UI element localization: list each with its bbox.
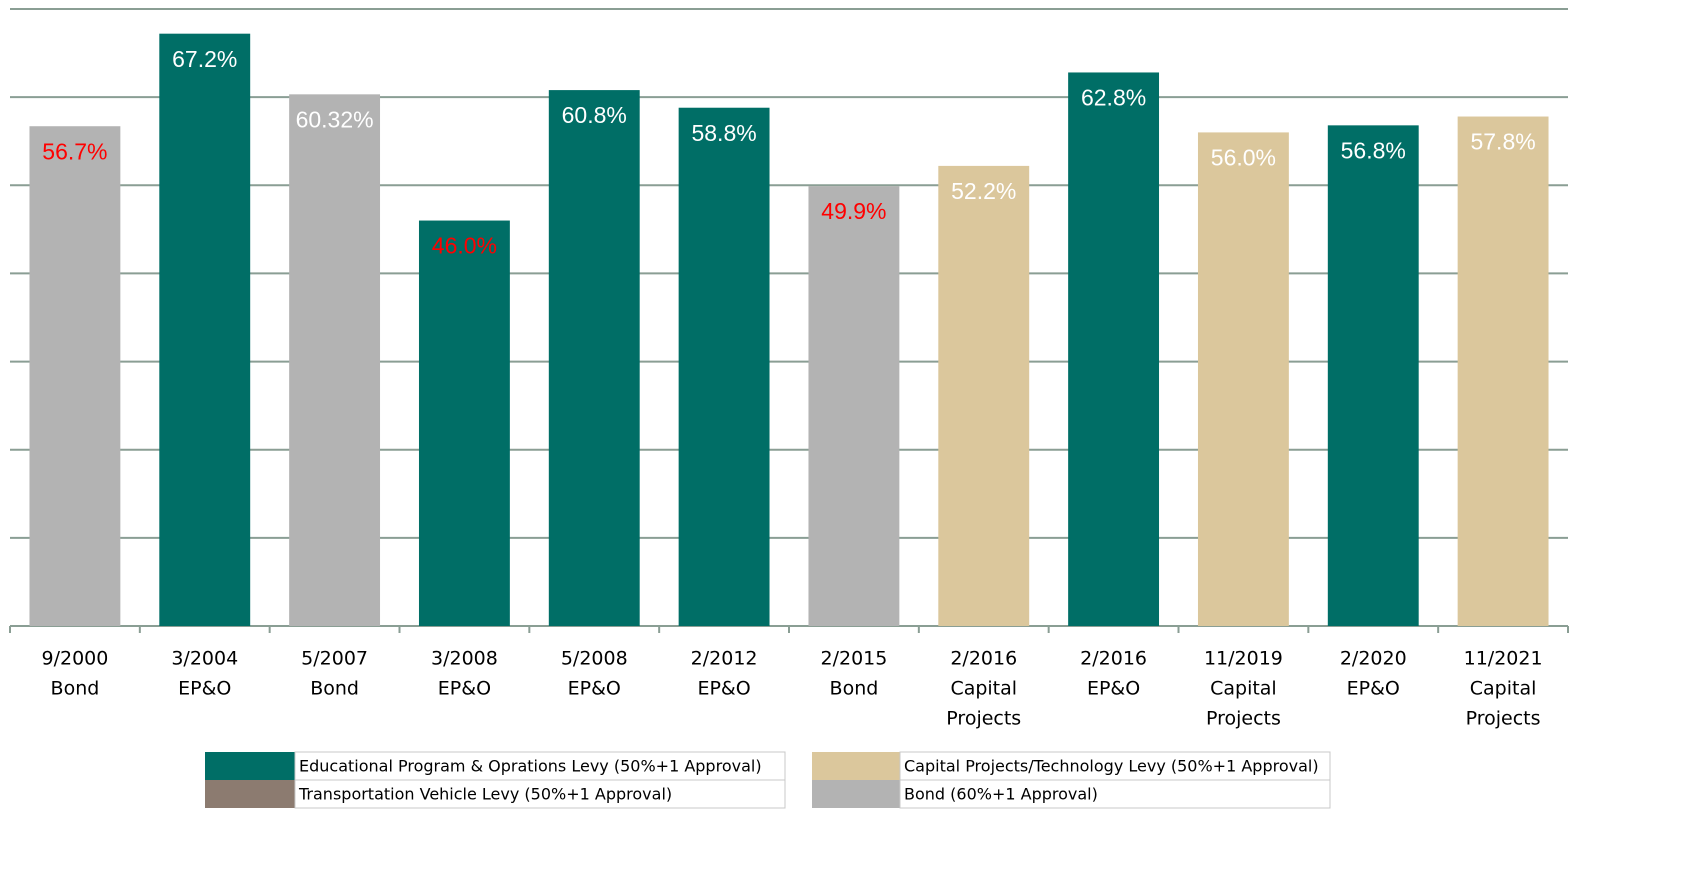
legend-box <box>294 779 786 809</box>
value-label: 52.2% <box>951 178 1016 204</box>
x-tick-label: EP&O <box>178 678 231 700</box>
x-tick-label: 2/2016 <box>950 648 1017 670</box>
value-label: 56.8% <box>1341 137 1406 163</box>
value-label: 62.8% <box>1081 85 1146 111</box>
x-tick-label: 3/2004 <box>171 648 238 670</box>
x-tick-label: Capital <box>1210 678 1277 700</box>
legend-swatch <box>205 780 295 808</box>
bar <box>29 126 121 626</box>
x-tick-label: 5/2007 <box>301 648 368 670</box>
x-tick-label: 2/2012 <box>691 648 758 670</box>
bar <box>159 33 251 627</box>
value-label: 57.8% <box>1470 129 1535 155</box>
x-tick-label: 2/2020 <box>1340 648 1407 670</box>
x-tick-label: 11/2019 <box>1204 648 1283 670</box>
x-tick-label: 3/2008 <box>431 648 498 670</box>
bar <box>1327 125 1419 626</box>
x-tick-label: 5/2008 <box>561 648 628 670</box>
legend-label: Transportation Vehicle Levy (50%+1 Appro… <box>298 785 672 804</box>
x-tick-label: Bond <box>51 678 100 700</box>
bar <box>289 94 381 627</box>
x-tick-label: EP&O <box>1087 678 1140 700</box>
legend-swatch <box>812 780 900 808</box>
x-tick-label: 9/2000 <box>41 648 108 670</box>
legend-label: Bond (60%+1 Approval) <box>904 785 1098 804</box>
legend-swatch <box>205 752 295 780</box>
x-tick-label: EP&O <box>438 678 491 700</box>
value-label: 56.0% <box>1211 144 1276 170</box>
x-tick-label: EP&O <box>568 678 621 700</box>
legend-label: Capital Projects/Technology Levy (50%+1 … <box>904 757 1319 776</box>
x-tick-label: Projects <box>1206 708 1281 730</box>
x-tick-label: Bond <box>830 678 879 700</box>
value-label: 60.32% <box>296 106 374 132</box>
x-tick-label: Projects <box>946 708 1021 730</box>
x-tick-label: 2/2016 <box>1080 648 1147 670</box>
bar <box>1068 72 1160 626</box>
bar <box>808 186 900 626</box>
x-tick-label: Projects <box>1466 708 1541 730</box>
value-label: 60.8% <box>562 102 627 128</box>
bar <box>1197 132 1289 626</box>
legend-box <box>899 779 1331 809</box>
value-label: 46.0% <box>432 233 497 259</box>
legend-label: Educational Program & Oprations Levy (50… <box>299 757 762 776</box>
x-tick-label: Bond <box>310 678 359 700</box>
value-label: 67.2% <box>172 46 237 72</box>
x-tick-label: EP&O <box>697 678 750 700</box>
x-tick-label: 11/2021 <box>1464 648 1543 670</box>
x-tick-label: Capital <box>950 678 1017 700</box>
x-tick-label: Capital <box>1470 678 1537 700</box>
legend-swatch <box>812 752 900 780</box>
x-tick-label: 2/2015 <box>820 648 887 670</box>
value-label: 49.9% <box>821 198 886 224</box>
value-label: 56.7% <box>42 138 107 164</box>
bar <box>548 90 640 626</box>
value-label: 58.8% <box>691 120 756 146</box>
bar <box>418 220 510 627</box>
bar <box>678 107 770 627</box>
bar <box>938 165 1030 626</box>
x-tick-label: EP&O <box>1347 678 1400 700</box>
bar <box>1457 116 1549 626</box>
